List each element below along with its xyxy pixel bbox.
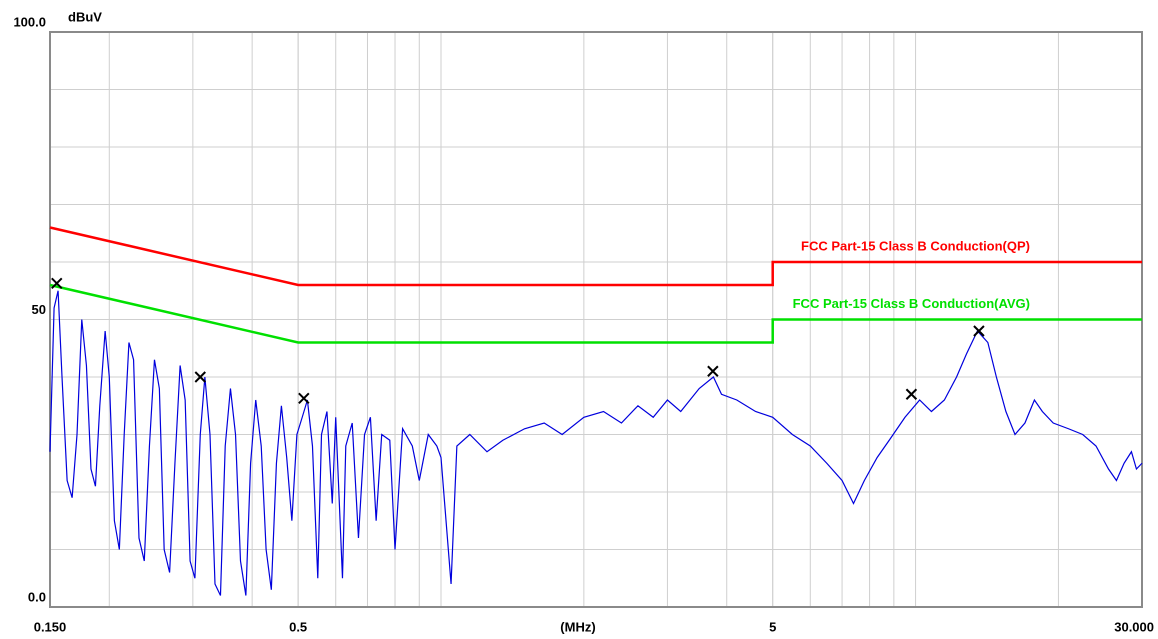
x-tick-label: 0.5	[289, 619, 307, 634]
peak-marker	[51, 277, 63, 289]
y-tick-label: 50	[32, 302, 46, 317]
x-tick-label: 5	[769, 619, 776, 634]
x-tick-label: 30.000	[1114, 619, 1154, 634]
peak-marker	[194, 371, 206, 383]
y-tick-label: 100.0	[13, 14, 46, 29]
x-axis-label: (MHz)	[560, 619, 595, 634]
peak-marker	[973, 325, 985, 337]
x-tick-label: 0.150	[34, 619, 67, 634]
peak-marker	[905, 388, 918, 400]
limit-label: FCC Part-15 Class B Conduction(QP)	[801, 238, 1030, 253]
peak-marker	[707, 365, 719, 377]
y-unit: dBuV	[68, 9, 102, 24]
peak-marker	[298, 392, 310, 404]
y-tick-label: 0.0	[28, 589, 46, 604]
limit-line	[49, 283, 1142, 344]
limit-line	[49, 226, 1142, 287]
trace-line	[49, 290, 1143, 596]
limit-label: FCC Part-15 Class B Conduction(AVG)	[793, 296, 1030, 311]
